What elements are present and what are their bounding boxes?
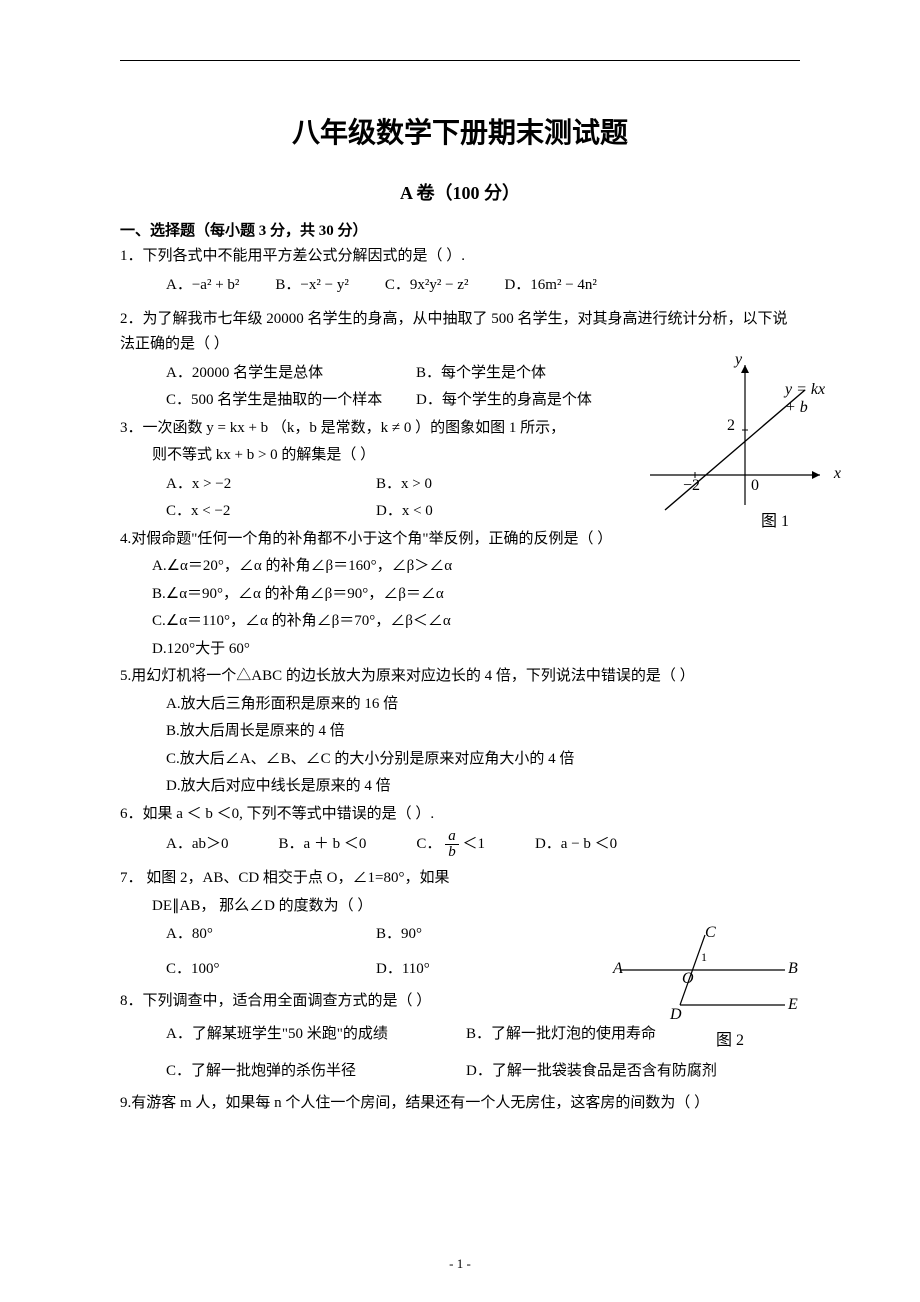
q3-A: A．x > −2 (166, 471, 376, 498)
q8-D: D．了解一批袋装食品是否含有防腐剂 (466, 1058, 766, 1085)
q3-options: A．x > −2 B．x > 0 C．x < −2 D．x < 0 (120, 471, 586, 525)
q3-line1: 3．一次函数 y = kx + b （k，b 是常数，k ≠ 0 ）的图象如图 … (120, 416, 640, 442)
q4-D: D.120°大于 60° (120, 637, 800, 663)
q4-stem: 4.对假命题"任何一个角的补角都不小于这个角"举反例，正确的反例是（ ） (120, 527, 800, 553)
q1-options: A．−a² + b² B．−x² − y² C．9x²y² − z² D．16m… (120, 272, 800, 299)
q3-D: D．x < 0 (376, 498, 586, 525)
fig2-D: D (670, 1006, 682, 1024)
q5-A: A.放大后三角形面积是原来的 16 倍 (120, 692, 800, 718)
paper-subtitle: A 卷（100 分） (120, 179, 800, 205)
q2-C: C．500 名学生是抽取的一个样本 (166, 387, 416, 414)
fig1-caption: 图 1 (725, 507, 825, 531)
q6-C: C． a b ＜1 (416, 829, 485, 860)
figure-2: A B C D E O 1 图 2 (610, 930, 800, 1055)
section-1-heading: 一、选择题（每小题 3 分，共 30 分） (120, 219, 800, 240)
q4-C: C.∠α＝110°，∠α 的补角∠β＝70°，∠β＜∠α (120, 609, 800, 635)
q7-D: D．110° (376, 956, 586, 983)
q6-D: D．a − b ＜0 (535, 831, 617, 858)
fig2-caption: 图 2 (680, 1026, 780, 1050)
q6-options: A．ab＞0 B．a ＋ b ＜0 C． a b ＜1 D．a − b ＜0 (120, 829, 800, 860)
q6-C-num: a (445, 829, 459, 845)
q6-A: A．ab＞0 (166, 831, 229, 858)
top-rule (120, 60, 800, 61)
fig1-x-label: x (834, 465, 841, 483)
q6-B: B．a ＋ b ＜0 (279, 831, 367, 858)
fig2-O: O (682, 970, 694, 988)
q9-stem: 9.有游客 m 人，如果每 n 个人住一个房间，结果还有一个人无房住，这客房的间… (120, 1091, 800, 1117)
q4-A: A.∠α＝20°，∠α 的补角∠β＝160°，∠β＞∠α (120, 554, 800, 580)
fig2-E: E (788, 996, 798, 1014)
q3-line2: 则不等式 kx + b > 0 的解集是（ ） (120, 443, 672, 469)
fig1-y-label: y (735, 351, 742, 369)
fig2-B: B (788, 960, 798, 978)
q1-D: D．16m² − 4n² (504, 272, 596, 299)
q5-stem: 5.用幻灯机将一个△ABC 的边长放大为原来对应边长的 4 倍，下列说法中错误的… (120, 664, 800, 690)
q1-C: C．9x²y² − z² (385, 272, 469, 299)
q8-C: C．了解一批炮弹的杀伤半径 (166, 1058, 466, 1085)
fig2-angle-1: 1 (701, 950, 707, 965)
q8-A: A．了解某班学生"50 米跑"的成绩 (166, 1021, 466, 1048)
q6-C-pre: C． (416, 836, 441, 852)
document-title: 八年级数学下册期末测试题 (120, 111, 800, 151)
q7-B: B．90° (376, 921, 586, 948)
q5-D: D.放大后对应中线长是原来的 4 倍 (120, 774, 800, 800)
q2-D: D．每个学生的身高是个体 (416, 387, 666, 414)
q7-line2: DE∥AB， 那么∠D 的度数为（ ） (120, 894, 672, 920)
q3-C: C．x < −2 (166, 498, 376, 525)
fig2-C: C (705, 924, 716, 942)
q7-A: A．80° (166, 921, 376, 948)
q1-A: A．−a² + b² (166, 272, 239, 299)
fig1-tick-x: −2 (683, 477, 700, 495)
q6-C-den: b (445, 845, 459, 860)
q7-line1: 7． 如图 2，AB、CD 相交于点 O，∠1=80°，如果 (120, 866, 640, 892)
figure-1: y x y = kx + b 2 −2 0 图 1 (635, 355, 835, 530)
q2-options: A．20000 名学生是总体 B．每个学生是个体 C．500 名学生是抽取的一个… (120, 360, 666, 414)
page: 八年级数学下册期末测试题 A 卷（100 分） 一、选择题（每小题 3 分，共 … (0, 0, 920, 1302)
fig1-eq: y = kx + b (785, 381, 835, 417)
q6-stem: 6．如果 a ＜ b ＜0, 下列不等式中错误的是（ ）. (120, 802, 800, 828)
q2-B: B．每个学生是个体 (416, 360, 666, 387)
q5-B: B.放大后周长是原来的 4 倍 (120, 719, 800, 745)
q7-C: C．100° (166, 956, 376, 983)
q2-A: A．20000 名学生是总体 (166, 360, 416, 387)
q4-B: B.∠α＝90°，∠α 的补角∠β＝90°，∠β＝∠α (120, 582, 800, 608)
q6-C-frac: a b (445, 829, 459, 860)
q6-C-post: ＜1 (462, 836, 485, 852)
q1-stem: 1．下列各式中不能用平方差公式分解因式的是（ ）. (120, 244, 800, 270)
q1-B: B．−x² − y² (275, 272, 348, 299)
q2-stem: 2．为了解我市七年级 20000 名学生的身高，从中抽取了 500 名学生，对其… (120, 307, 800, 358)
q7-options: A．80° B．90° C．100° D．110° (120, 921, 586, 983)
page-number: - 1 - (0, 1256, 920, 1272)
fig1-tick-y: 2 (727, 417, 735, 435)
fig1-origin: 0 (751, 477, 759, 495)
fig2-A: A (613, 960, 623, 978)
q5-C: C.放大后∠A、∠B、∠C 的大小分别是原来对应角大小的 4 倍 (120, 747, 800, 773)
q3-B: B．x > 0 (376, 471, 586, 498)
